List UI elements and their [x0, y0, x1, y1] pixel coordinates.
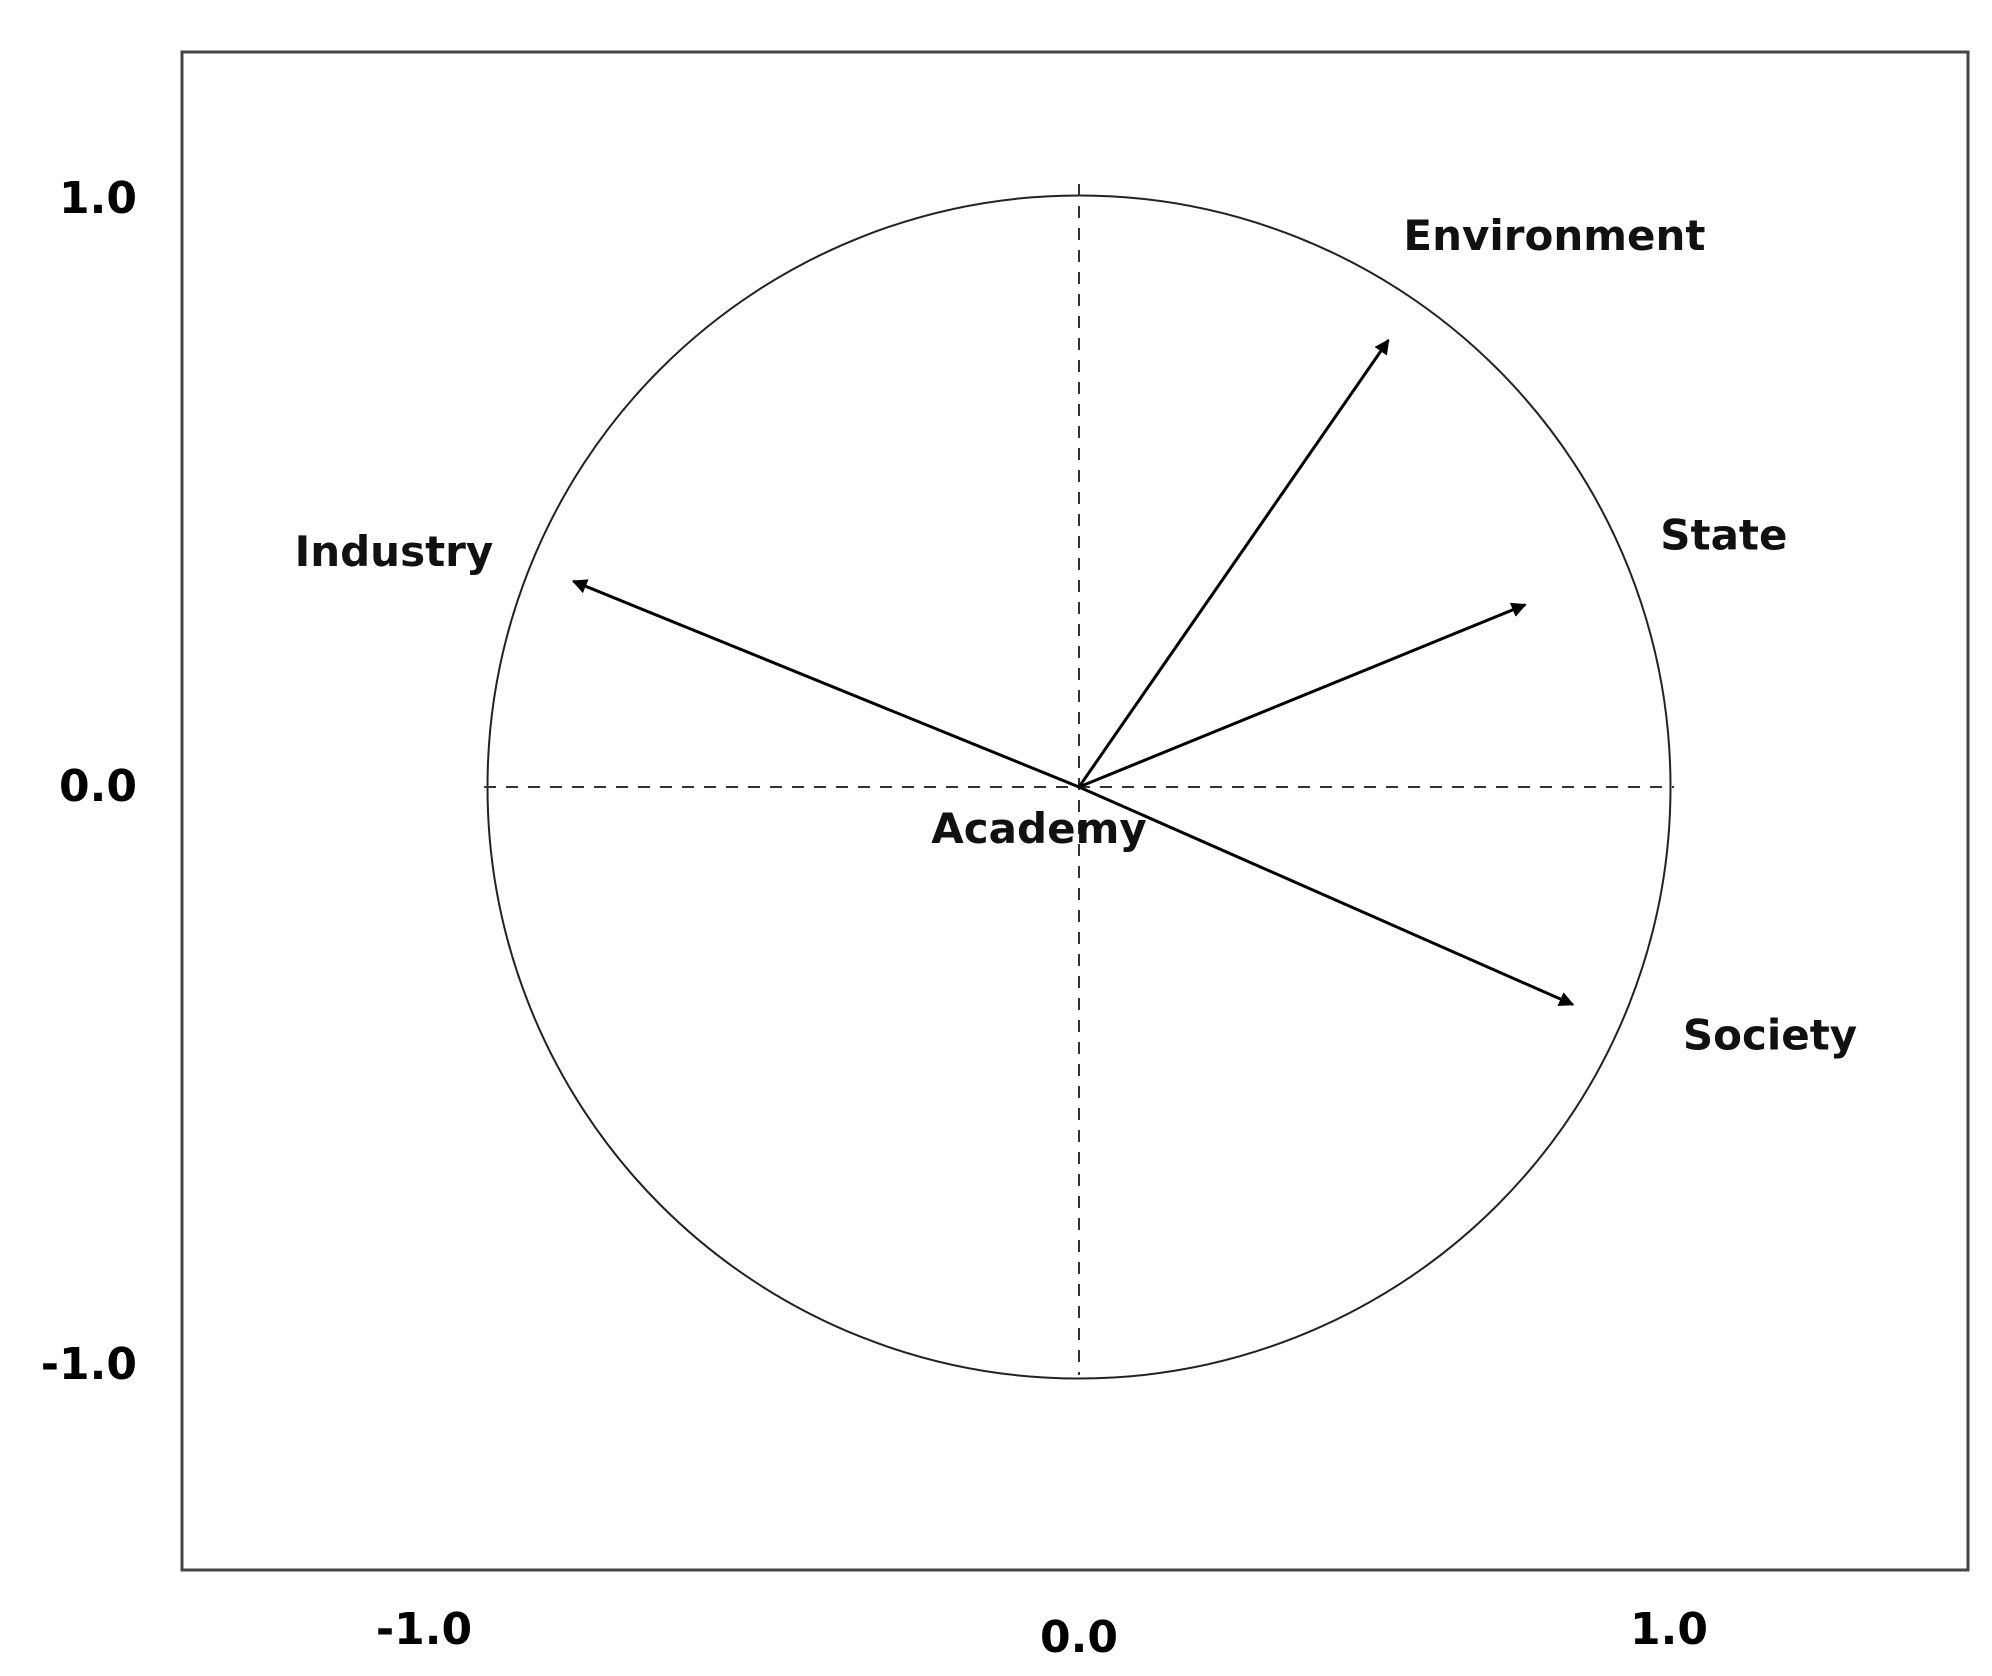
tick-labels: -1.0 0.0 1.0 1.0 0.0 -1.0 — [41, 173, 1708, 1663]
y-tick-label: 1.0 — [59, 173, 137, 224]
vector-arrow-state — [1078, 602, 1527, 789]
vector-label-society: Society — [1683, 1011, 1857, 1060]
vector-group: Environment State Industry Society — [295, 211, 1858, 1059]
vector-arrow-environment — [1077, 338, 1390, 788]
plot-frame — [180, 50, 1970, 1572]
x-tick-label: 1.0 — [1630, 1604, 1708, 1655]
y-tick-label: 0.0 — [59, 761, 137, 812]
x-tick-label: 0.0 — [1040, 1612, 1118, 1663]
x-tick-label: -1.0 — [376, 1604, 472, 1655]
center-label: Academy — [931, 804, 1146, 853]
y-tick-label: -1.0 — [41, 1339, 137, 1390]
vector-arrow-society — [1078, 785, 1575, 1006]
vector-label-industry: Industry — [295, 527, 494, 576]
vector-label-environment: Environment — [1403, 211, 1705, 260]
vector-label-state: State — [1660, 511, 1787, 560]
vector-arrow-industry — [571, 579, 1080, 789]
